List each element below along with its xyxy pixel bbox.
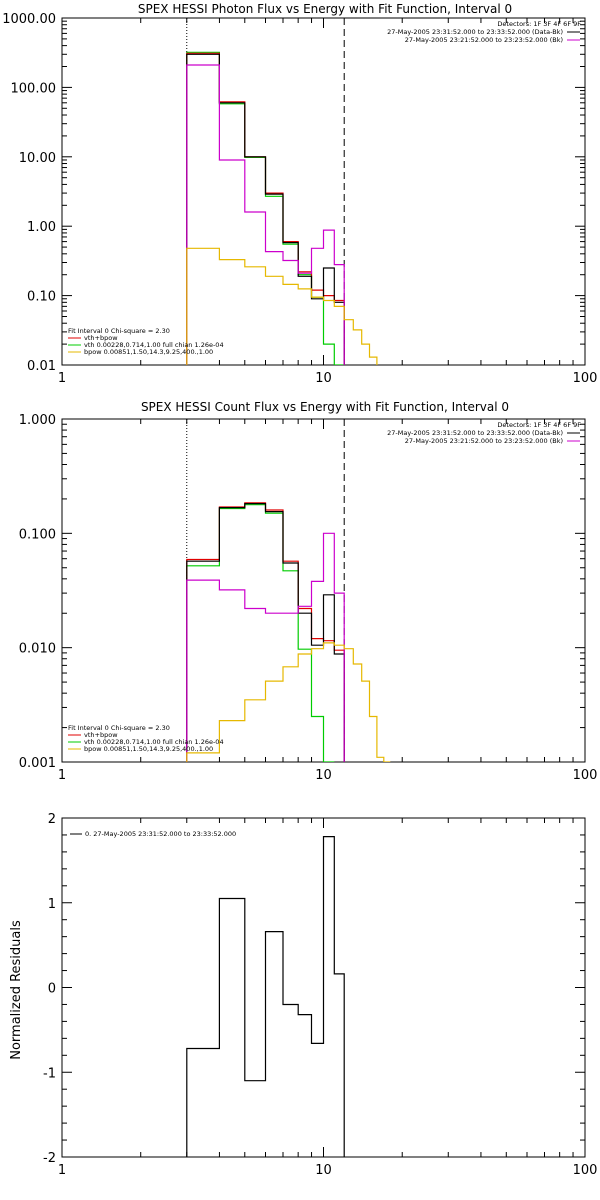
series-3-histogram: [186, 64, 345, 365]
photon-flux-title: SPEX HESSI Photon Flux vs Energy with Fi…: [138, 2, 512, 16]
x-tick-label: 100: [573, 371, 598, 386]
series-2-histogram: [186, 503, 345, 762]
y-tick-label: -1: [43, 1066, 56, 1081]
y-tick-label: 0: [48, 982, 56, 997]
legend-topright-entry: 27-May-2005 23:31:52.000 to 23:33:52.000…: [387, 28, 563, 36]
series-3-histogram: [186, 532, 345, 762]
count-flux-title: SPEX HESSI Count Flux vs Energy with Fit…: [141, 400, 509, 414]
legend-bottomleft-entry: vth+bpow: [84, 334, 118, 342]
series-1-histogram: [186, 52, 345, 365]
y-tick-label: 1: [48, 897, 56, 912]
x-tick-label: 1: [58, 371, 66, 386]
series-4-histogram: [186, 642, 391, 762]
legend-bottomleft-entry: bpow 0.00851,1.50,14.3,9.25,400.,1.00: [84, 348, 213, 356]
series-1-histogram: [186, 502, 345, 762]
y-tick-label: -2: [43, 1151, 56, 1166]
x-tick-label: 10: [315, 768, 332, 783]
x-tick-label: 10: [315, 1163, 332, 1178]
plot-area: [186, 51, 378, 365]
plot-frame: [61, 418, 586, 763]
y-tick-label: 2: [48, 812, 56, 827]
plot-area: [186, 836, 345, 1157]
x-tick-label: 1: [58, 768, 66, 783]
legend-topright-entry: 27-May-2005 23:21:52.000 to 23:23:52.000…: [405, 437, 563, 445]
legend-topleft-entry: 0. 27-May-2005 23:31:52.000 to 23:33:52.…: [85, 830, 236, 838]
y-tick-label: 0.10: [27, 290, 56, 305]
y-tick-label: 10.00: [19, 151, 56, 166]
y-tick-label: 1.00: [27, 220, 56, 235]
series-2-histogram: [186, 53, 345, 365]
legend-bottomleft-entry: bpow 0.00851,1.50,14.3,9.25,400.,1.00: [84, 745, 213, 753]
series-0-histogram: [186, 836, 345, 1157]
legend-bottomleft-entry: vth+bpow: [84, 731, 118, 739]
y-tick-label: 100.00: [11, 81, 57, 96]
x-tick-label: 1: [58, 1163, 66, 1178]
legend-bottomleft-entry: Fit Interval 0 Chi-square = 2.30: [68, 724, 170, 732]
x-tick-label: 100: [573, 1163, 598, 1178]
plot-area: [186, 502, 391, 762]
legend-bottomleft-entry: vth 0.00228,0.714,1.00 full chian 1.26e-…: [84, 738, 224, 746]
series-0-histogram: [186, 51, 345, 365]
y-tick-label: 0.001: [19, 756, 56, 771]
y-tick-label: 0.100: [19, 527, 56, 542]
photon-flux-panel: SPEX HESSI Photon Flux vs Energy with Fi…: [2, 2, 597, 386]
y-tick-label: 1.000: [19, 413, 56, 428]
x-tick-label: 100: [573, 768, 598, 783]
series-0-histogram: [186, 504, 335, 762]
legend-topright-entry: 27-May-2005 23:31:52.000 to 23:33:52.000…: [387, 429, 563, 437]
count-flux-panel: SPEX HESSI Count Flux vs Energy with Fit…: [19, 400, 598, 783]
legend-topright-entry: 27-May-2005 23:21:52.000 to 23:23:52.000…: [405, 36, 563, 44]
residuals-y-label: Normalized Residuals: [9, 920, 24, 1060]
y-tick-label: 0.01: [27, 359, 56, 374]
legend-bottomleft-entry: Fit Interval 0 Chi-square = 2.30: [68, 327, 170, 335]
legend-topright-entry: Detectors: 1F 3F 4F 6F 9F: [497, 421, 581, 429]
y-tick-label: 0.010: [19, 642, 56, 657]
legend-bottomleft-entry: vth 0.00228,0.714,1.00 full chian 1.26e-…: [84, 341, 224, 349]
x-tick-label: 10: [315, 371, 332, 386]
y-tick-label: 1000.00: [2, 12, 56, 27]
legend-topright-entry: Detectors: 1F 3F 4F 6F 9F: [497, 20, 581, 28]
series-4-histogram: [186, 247, 378, 365]
